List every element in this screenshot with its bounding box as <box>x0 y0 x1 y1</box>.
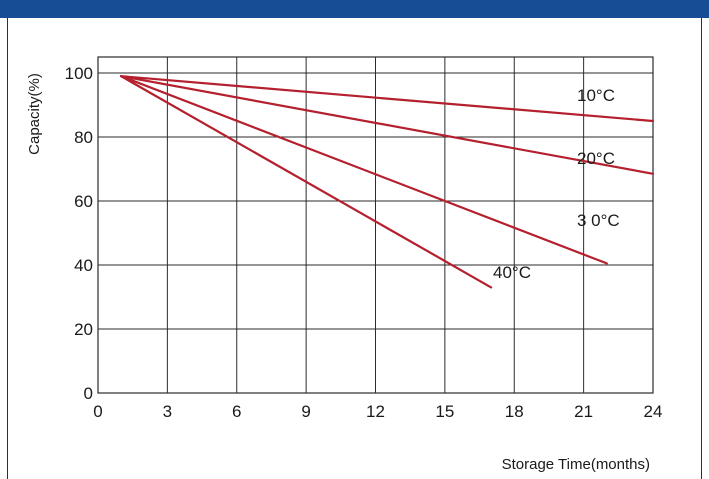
y-axis-title: Capacity(%) <box>26 73 43 155</box>
series-line <box>120 75 655 123</box>
x-tick-label: 21 <box>574 402 593 421</box>
x-tick-labels: 0 3 6 9 12 15 18 21 24 <box>93 402 662 421</box>
x-tick-label: 12 <box>366 402 385 421</box>
series-lines <box>120 75 655 289</box>
series-label: 3 0°C <box>577 211 620 230</box>
y-tick-label: 20 <box>74 320 93 339</box>
x-tick-label: 15 <box>435 402 454 421</box>
y-tick-label: 80 <box>74 128 93 147</box>
x-tick-label: 18 <box>505 402 524 421</box>
header-bar <box>0 0 709 18</box>
chart-frame <box>7 18 702 479</box>
y-tick-label: 0 <box>84 384 93 403</box>
y-tick-label: 40 <box>74 256 93 275</box>
x-tick-label: 0 <box>93 402 102 421</box>
y-tick-label: 100 <box>65 64 93 83</box>
series-labels: 10°C 20°C 3 0°C 40°C <box>493 86 620 282</box>
y-tick-label: 60 <box>74 192 93 211</box>
series-line <box>120 75 608 265</box>
series-label: 10°C <box>577 86 615 105</box>
x-axis-title: Storage Time(months) <box>502 456 650 473</box>
series-label: 40°C <box>493 263 531 282</box>
x-tick-label: 9 <box>301 402 310 421</box>
series-line <box>120 75 493 289</box>
series-label: 20°C <box>577 149 615 168</box>
grid <box>97 56 654 394</box>
y-tick-labels: 0 20 40 60 80 100 <box>65 64 93 403</box>
x-tick-label: 24 <box>644 402 663 421</box>
x-tick-label: 3 <box>163 402 172 421</box>
series-line <box>120 75 655 175</box>
x-tick-label: 6 <box>232 402 241 421</box>
